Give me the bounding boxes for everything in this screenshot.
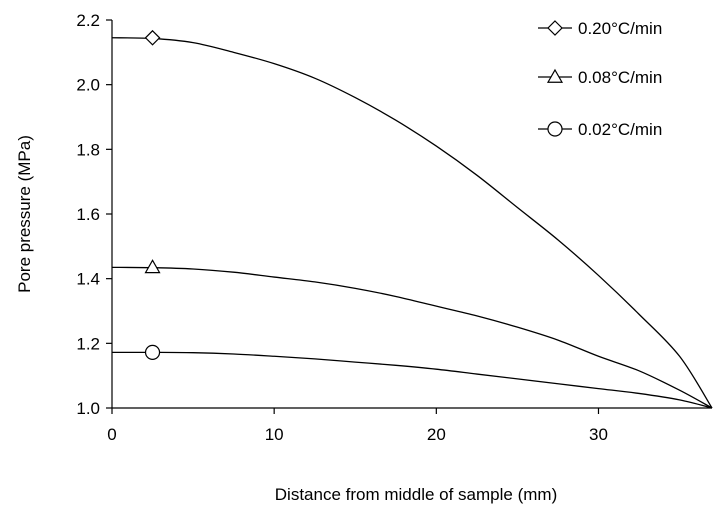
legend-marker-2	[546, 68, 564, 83]
y-tick-label: 1.6	[76, 205, 100, 224]
legend-label-2: 0.08°C/min	[578, 68, 662, 87]
y-tick-label: 1.4	[76, 270, 100, 289]
series-line-3	[111, 351, 713, 409]
x-tick-label: 20	[427, 425, 446, 444]
x-tick-label: 0	[107, 425, 116, 444]
series-markers	[144, 29, 161, 360]
legend-label-1: 0.20°C/min	[578, 19, 662, 38]
y-tick-label: 2.0	[76, 76, 100, 95]
legend-marker-1	[547, 20, 563, 36]
series-marker-3	[144, 344, 161, 360]
series-line-1	[111, 37, 713, 409]
legend-label-3: 0.02°C/min	[578, 120, 662, 139]
x-tick-label: 10	[265, 425, 284, 444]
y-tick-label: 1.2	[76, 334, 100, 353]
y-tick-label: 1.0	[76, 399, 100, 418]
legend: 0.20°C/min 0.08°C/min 0.02°C/min	[538, 19, 662, 139]
series-line-2	[111, 266, 713, 409]
x-axis-title: Distance from middle of sample (mm)	[275, 485, 557, 504]
x-tick-label: 30	[589, 425, 608, 444]
series-marker-1	[144, 29, 161, 46]
legend-marker-3	[547, 121, 563, 137]
series-lines	[111, 37, 713, 409]
y-tick-label: 1.8	[76, 140, 100, 159]
axes: 1.0 1.2 1.4 1.6 1.8 2.0 2.2 0 10 20 30	[76, 11, 712, 444]
series-marker-2	[144, 259, 161, 274]
y-tick-label: 2.2	[76, 11, 100, 30]
y-axis-title: Pore pressure (MPa)	[15, 135, 34, 293]
